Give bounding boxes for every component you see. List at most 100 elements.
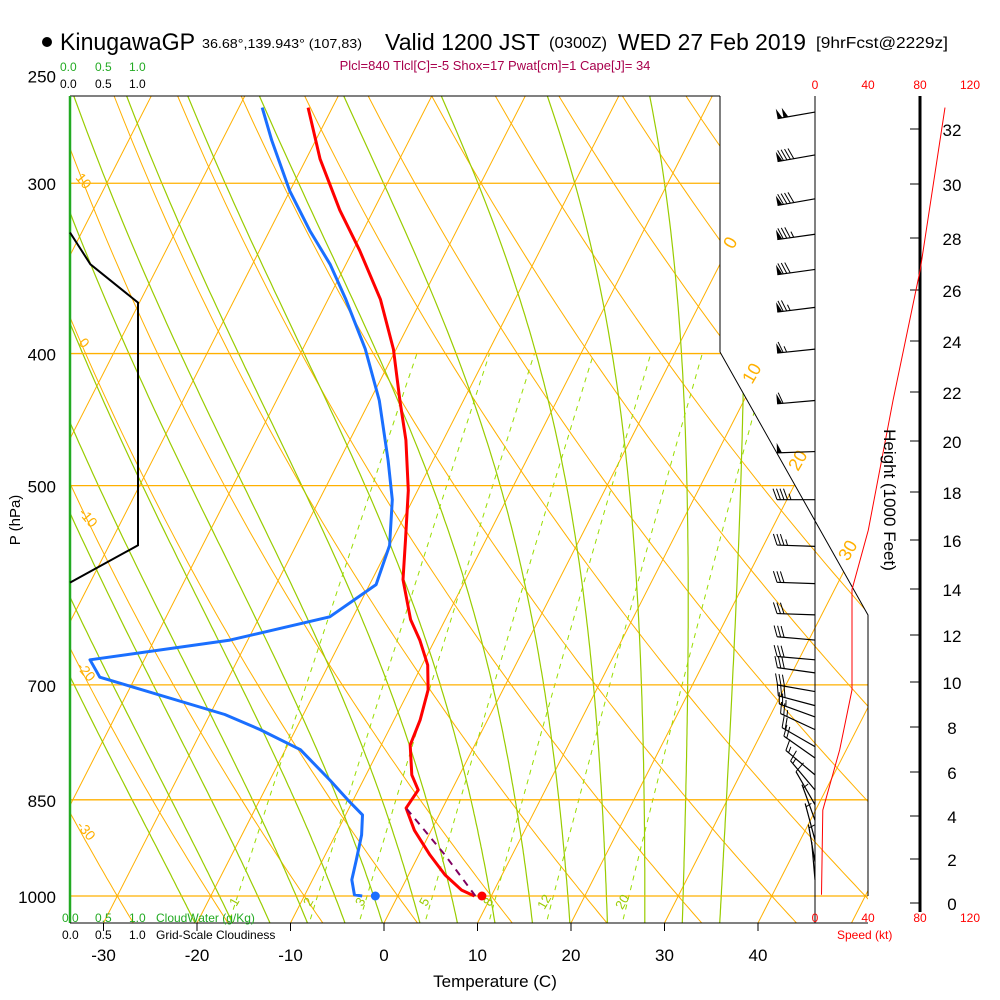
wind-barb-feather [790, 750, 797, 762]
wind-barb-feather [780, 645, 785, 658]
height-tick-label: 4 [947, 808, 956, 827]
wind-barb-feather [780, 227, 788, 239]
pressure-tick-label: 1000 [18, 888, 56, 907]
mixing-ratio-label: 2 [300, 895, 317, 909]
wind-barb-half-feather [792, 757, 797, 764]
wind-barb-feather [777, 193, 784, 205]
dry-adiabat-line [158, 96, 704, 923]
wind-barb-pennant [776, 302, 783, 312]
wind-barb-feather [781, 657, 785, 669]
station-name: KinugawaGP [60, 29, 195, 56]
height-tick-label: 32 [943, 121, 962, 140]
wind-barb-shaft [811, 841, 816, 880]
cloud-water-tick: 1.0 [129, 60, 146, 74]
wind-barb-shaft [777, 612, 816, 616]
moist-adiabat-line [70, 96, 421, 923]
wind-barb [776, 227, 816, 241]
cloudiness-tick: 0.5 [95, 928, 112, 942]
mixing-ratio-line [309, 353, 490, 920]
moist-adiabat-line [70, 96, 234, 923]
isotherm-label: 10 [738, 360, 765, 387]
wind-barb [776, 262, 816, 276]
wind-barb-shaft [781, 727, 816, 748]
wind-barb [804, 802, 816, 841]
dry-adiabat-line [345, 96, 868, 923]
speed-tick-label: 0 [812, 78, 819, 92]
wind-barb-shaft [795, 771, 816, 805]
wind-barb-half-feather [805, 802, 812, 808]
wind-barb-shaft [777, 198, 816, 207]
cloud-water-tick: 0.5 [95, 60, 112, 74]
height-tick-label: 6 [947, 764, 956, 783]
dry-adiabat-line [70, 96, 515, 923]
wind-barb-feather [795, 762, 804, 773]
mixing-ratio-line [229, 353, 418, 920]
wind-barb-shaft [804, 803, 816, 841]
wind-barb-half-feather [788, 746, 792, 753]
wind-barb [772, 533, 816, 547]
dry-adiabat-line [220, 96, 799, 923]
surface-dewpoint-dot [370, 891, 380, 901]
wind-barb [775, 107, 816, 120]
station-bullet-icon [42, 37, 52, 47]
wind-barb [776, 392, 816, 405]
isotherm-line [70, 96, 249, 923]
wind-barb-shaft [777, 399, 816, 405]
mixing-ratio-line [489, 353, 652, 920]
dry-adiabat-line [70, 96, 230, 923]
speed-tick-label: 80 [913, 911, 927, 925]
isotherm-line [847, 96, 868, 923]
cloudiness-tick: 1.0 [129, 928, 146, 942]
wind-barb-pennant [776, 229, 783, 240]
isotherm-line [660, 96, 868, 923]
wind-barb-shaft [777, 667, 816, 674]
wind-barb-feather [779, 602, 785, 614]
wind-barb-feather [776, 488, 781, 500]
wind-barb-feather [780, 262, 788, 274]
wind-barb [776, 684, 816, 707]
temperature-tick-label: -20 [185, 946, 210, 965]
height-axis-title: Height (1000 Feet) [880, 429, 899, 571]
cloudiness-tick: 0.0 [60, 77, 77, 91]
wind-barb-feather [783, 703, 786, 716]
isotherm-label: 0 [719, 233, 741, 252]
wind-barb-feather [780, 684, 783, 697]
wind-barb-feather [776, 571, 781, 583]
wind-barb-shaft [777, 348, 816, 354]
dry-adiabat-line [407, 96, 868, 923]
wind-barb-feather [772, 533, 778, 546]
dry-adiabat-line [70, 96, 325, 923]
isotherm-line [99, 96, 529, 923]
height-tick-label: 26 [943, 282, 962, 301]
wind-barb-shaft [777, 581, 816, 585]
pressure-tick-label: 700 [28, 677, 56, 696]
mixing-ratio-label: 12 [534, 892, 554, 912]
wind-barb [795, 762, 816, 805]
wind-barb-pennant [776, 442, 782, 453]
wind-barb [790, 750, 816, 791]
plot-right-border [719, 96, 869, 896]
wind-barb-shaft [778, 695, 816, 707]
mixing-ratio-line [425, 353, 595, 920]
temperature-tick-label: 30 [655, 946, 674, 965]
wind-barb-feather [779, 488, 785, 500]
moist-adiabat-line [70, 96, 197, 923]
wind-barb-shaft [777, 450, 816, 454]
height-tick-label: 20 [943, 433, 962, 452]
wind-barb-feather [773, 625, 778, 637]
temperature-tick-label: 40 [749, 946, 768, 965]
wind-barb [776, 442, 816, 454]
moist-adiabat-line [70, 96, 347, 923]
wind-barb-feather [787, 192, 795, 203]
speed-tick-label: 80 [913, 78, 927, 92]
pressure-tick-label: 500 [28, 478, 56, 497]
wind-barb-feather [772, 488, 778, 500]
mixing-ratio-label: 5 [416, 895, 433, 909]
dewpoint-line [88, 107, 394, 898]
wind-barb-feather [784, 227, 791, 238]
speed-tick-label: 0 [812, 911, 819, 925]
dry-adiabat-line [967, 51, 1000, 925]
isotherm-line [70, 96, 436, 923]
wind-barb-shaft [780, 713, 816, 731]
wind-barb-half-feather [785, 539, 788, 546]
